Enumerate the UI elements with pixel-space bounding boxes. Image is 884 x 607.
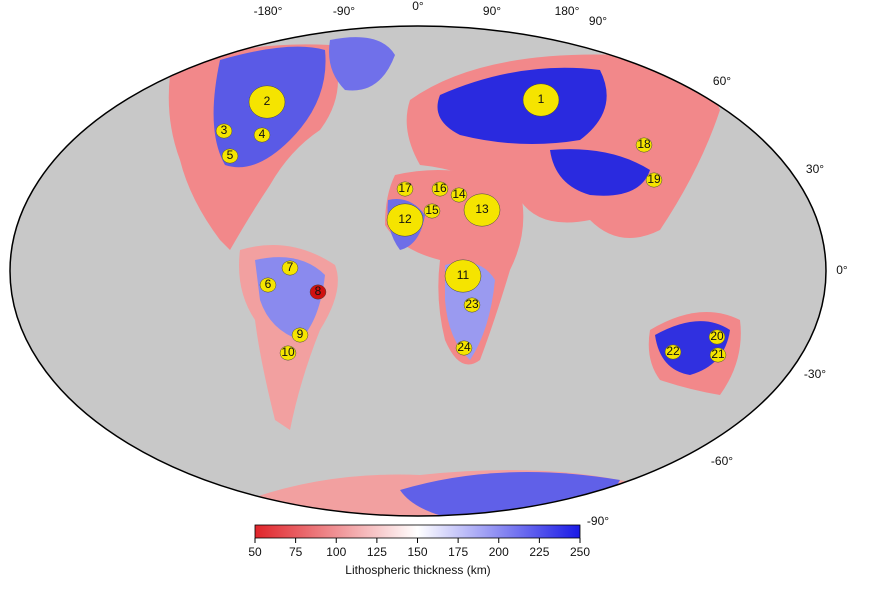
- craton: [635, 137, 653, 153]
- craton: [463, 297, 481, 313]
- craton: [291, 327, 309, 343]
- craton: [444, 259, 482, 293]
- craton: [259, 277, 277, 293]
- colorbar-tick-label: 50: [248, 545, 262, 559]
- region-label: 24: [457, 340, 471, 354]
- craton: [281, 260, 299, 276]
- craton: [396, 181, 414, 197]
- region-label: 16: [433, 181, 447, 195]
- craton: [248, 85, 286, 119]
- craton: [450, 187, 468, 203]
- region-label: 10: [281, 345, 295, 359]
- craton: [645, 172, 663, 188]
- craton: [309, 284, 327, 300]
- craton: [664, 344, 682, 360]
- region-label: 15: [425, 203, 439, 217]
- map-frame: [9, 25, 827, 517]
- lat-label: 0°: [836, 263, 848, 277]
- region-label: 23: [465, 297, 479, 311]
- region-label: 5: [227, 148, 234, 162]
- region-label: 18: [637, 137, 651, 151]
- region-label: 14: [452, 187, 466, 201]
- region-label: 22: [666, 344, 680, 358]
- craton: [522, 83, 560, 117]
- colorbar-tick-label: 175: [448, 545, 468, 559]
- region-label: 4: [259, 127, 266, 141]
- colorbar-tick-label: 250: [570, 545, 590, 559]
- craton: [215, 123, 233, 139]
- lat-label: -90°: [587, 514, 609, 528]
- region-label: 12: [398, 212, 412, 226]
- lon-label: 90°: [589, 14, 607, 28]
- colorbar-tick-label: 150: [407, 545, 427, 559]
- region-label: 17: [398, 181, 412, 195]
- lon-label: 180°: [555, 4, 580, 18]
- region-label: 1: [538, 92, 545, 106]
- colorbar-tick-label: 100: [326, 545, 346, 559]
- colorbar-tick-label: 200: [489, 545, 509, 559]
- craton: [253, 127, 271, 143]
- region-label: 9: [297, 327, 304, 341]
- region-label: 3: [221, 123, 228, 137]
- land: [255, 257, 325, 340]
- region-label: 13: [475, 202, 489, 216]
- lon-label: 0°: [412, 0, 424, 13]
- colorbar-tick-label: 75: [289, 545, 303, 559]
- colorbar-tick-label: 125: [367, 545, 387, 559]
- craton: [708, 329, 726, 345]
- lat-label: 30°: [806, 162, 824, 176]
- craton: [463, 193, 501, 227]
- lat-label: -60°: [711, 454, 733, 468]
- colorbar: [254, 524, 581, 539]
- region-label: 2: [264, 94, 271, 108]
- lat-label: -30°: [804, 367, 826, 381]
- craton: [431, 181, 449, 197]
- region-label: 19: [647, 172, 661, 186]
- colorbar-label: Lithospheric thickness (km): [345, 563, 490, 577]
- land: [329, 37, 395, 91]
- craton: [709, 347, 727, 363]
- lon-label: -90°: [333, 4, 355, 18]
- lon-label: -180°: [254, 4, 283, 18]
- region-label: 20: [710, 329, 724, 343]
- region-label: 7: [287, 260, 294, 274]
- craton: [279, 345, 297, 361]
- craton: [455, 340, 473, 356]
- land: [550, 149, 650, 196]
- craton: [386, 203, 424, 237]
- region-label: 21: [711, 347, 725, 361]
- lat-label: 60°: [713, 74, 731, 88]
- craton: [423, 203, 441, 219]
- lon-label: 90°: [483, 4, 501, 18]
- labels: -180° -90° 0° 90° 180° 90° 60° 30° 0° -30° -60° -90…: [215, 0, 848, 528]
- craton: [221, 148, 239, 164]
- colorbar-tick-label: 225: [529, 545, 549, 559]
- region-label: 11: [457, 268, 470, 282]
- region-label: 8: [315, 284, 322, 298]
- land: [437, 67, 607, 144]
- region-label: 6: [265, 277, 272, 291]
